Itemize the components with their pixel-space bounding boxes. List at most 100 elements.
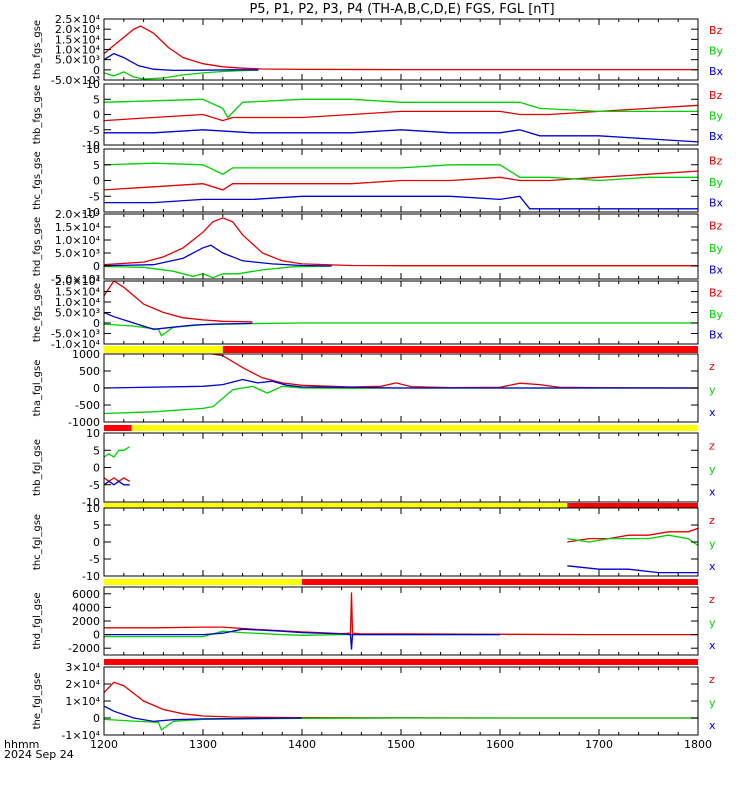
y-tick-label: 5.0×10³: [55, 307, 100, 320]
y-axis-label: thc_fgl_gse: [32, 514, 43, 570]
series-line-Bz: [104, 217, 698, 267]
y-axis-label: thd_fgs_gse: [32, 217, 43, 276]
panel-thb_fgl_gse: -10 -5 0 5 10 thb_fgl_gse zyx: [32, 425, 716, 509]
y-tick-label: 10: [86, 143, 100, 156]
legend-label: Bz: [709, 24, 723, 37]
series-line-z: [209, 354, 698, 389]
y-tick-label: -5.0×10³: [51, 273, 100, 286]
y-tick-label: -5: [89, 190, 100, 203]
status-bar-segment: [567, 503, 698, 508]
panel-thc_fgs_gse: -10 -5 0 5 10 thc_fgs_gse Bz By Bx: [32, 143, 724, 219]
panel-tha_fgs_gse: -5.0×10³05.0×10³1.0×10⁴1.5×10⁴2.0×10⁴2.5…: [32, 13, 724, 87]
series-line-z: [104, 477, 131, 483]
series-line-Bx: [104, 52, 259, 72]
x-tick-label: 1300: [189, 738, 217, 751]
legend-label: z: [709, 514, 715, 527]
y-axis-label: thb_fgl_gse: [32, 439, 43, 496]
date-label: 2024 Sep 24: [4, 748, 74, 761]
y-tick-label: 0: [93, 260, 100, 273]
y-axis-label: the_fgl_gse: [32, 673, 43, 730]
series-line-By: [104, 265, 332, 279]
y-tick-label: 2.0×10⁴: [55, 275, 101, 288]
y-tick-label: 4000: [72, 601, 100, 614]
y-tick-label: -5: [89, 124, 100, 137]
series-line-x: [567, 565, 698, 574]
status-bar-segment: [104, 346, 223, 353]
y-tick-label: -10: [82, 206, 100, 219]
y-tick-label: 2.5×10⁴: [55, 13, 101, 26]
y-tick-label: 0: [93, 109, 100, 122]
series-line-Bz: [104, 281, 253, 323]
y-axis-label: thd_fgl_gse: [32, 593, 43, 650]
series-line-y: [104, 446, 131, 458]
y-axis-label: the_fgs_gse: [32, 283, 43, 342]
legend-label: x: [709, 406, 716, 419]
legend-label: Bx: [709, 263, 724, 276]
series-line-Bz: [104, 170, 698, 191]
legend-label: y: [709, 463, 716, 476]
series-line-Bz: [104, 25, 698, 71]
y-tick-label: 0: [93, 317, 100, 330]
y-tick-label: 5.0×10³: [55, 54, 100, 67]
series-line-Bx: [104, 129, 698, 143]
legend-label: Bx: [709, 197, 724, 210]
y-tick-label: -10: [82, 570, 100, 583]
y-tick-label: -5.0×10³: [51, 74, 100, 87]
x-tick-label: 1600: [486, 738, 514, 751]
y-axis-label: tha_fgl_gse: [32, 360, 43, 417]
series-line-Bx: [104, 195, 698, 210]
panel-thd_fgs_gse: -5.0×10³05.0×10³1.0×10⁴1.5×10⁴2.0×10⁴thd…: [32, 208, 724, 286]
plot-title: P5, P1, P2, P3, P4 (TH-A,B,C,D,E) FGS, F…: [249, 2, 554, 17]
series-line-Bx: [104, 244, 332, 267]
legend-label: Bz: [709, 220, 723, 233]
time-unit-label: hhmm: [4, 738, 39, 751]
status-bar-segment: [104, 503, 568, 508]
series-line-x: [104, 705, 303, 723]
series-line-x: [104, 628, 500, 650]
x-tick-label: 1800: [684, 738, 712, 751]
y-tick-label: 0: [93, 64, 100, 77]
legend-label: Bx: [709, 65, 724, 78]
legend-label: Bz: [709, 89, 723, 102]
y-tick-label: 0: [93, 712, 100, 725]
y-tick-label: -10: [82, 139, 100, 152]
series-line-x: [104, 480, 130, 486]
status-bar-segment: [104, 659, 698, 665]
legend-label: By: [709, 45, 724, 58]
y-tick-label: -1.0×10⁴: [51, 338, 101, 351]
y-tick-label: 1.5×10⁴: [55, 286, 101, 299]
series-line-Bx: [104, 311, 253, 330]
panel-thb_fgs_gse: -10 -5 0 5 10 thb_fgs_gse Bz By Bx: [32, 78, 724, 152]
y-tick-label: -5: [89, 479, 100, 492]
y-tick-label: 10: [86, 502, 100, 515]
y-tick-label: 1×10⁴: [65, 695, 100, 708]
y-tick-label: -1000: [68, 416, 100, 429]
legend-label: y: [709, 696, 716, 709]
series-line-By: [104, 98, 698, 119]
legend-label: By: [709, 176, 724, 189]
status-bar-segment: [302, 579, 698, 585]
panel-the_fgs_gse: -1.0×10⁴-5.0×10³05.0×10³1.0×10⁴1.5×10⁴2.…: [32, 275, 724, 351]
legend-label: Bz: [709, 154, 723, 167]
status-bar-segment: [131, 425, 699, 431]
x-tick-label: 1200: [90, 738, 118, 751]
y-tick-label: 1.5×10⁴: [55, 33, 101, 46]
y-tick-label: -2000: [68, 642, 100, 655]
legend-label: By: [709, 308, 724, 321]
series-line-By: [104, 162, 698, 182]
y-tick-label: 2.0×10⁴: [55, 23, 101, 36]
y-tick-label: -10: [82, 496, 100, 509]
panel-thc_fgl_gse: -10 -5 0 5 10 thc_fgl_gse zyx: [32, 502, 716, 583]
y-tick-label: -5: [89, 553, 100, 566]
y-tick-label: 2×10⁴: [65, 678, 100, 691]
y-tick-label: 5: [93, 159, 100, 172]
legend-label: By: [709, 242, 724, 255]
y-tick-label: 2000: [72, 615, 100, 628]
y-tick-label: 5: [93, 93, 100, 106]
y-tick-label: 1.0×10⁴: [55, 234, 101, 247]
y-tick-label: 5.0×10³: [55, 247, 100, 260]
y-tick-label: 5: [93, 444, 100, 457]
legend-label: x: [709, 639, 716, 652]
